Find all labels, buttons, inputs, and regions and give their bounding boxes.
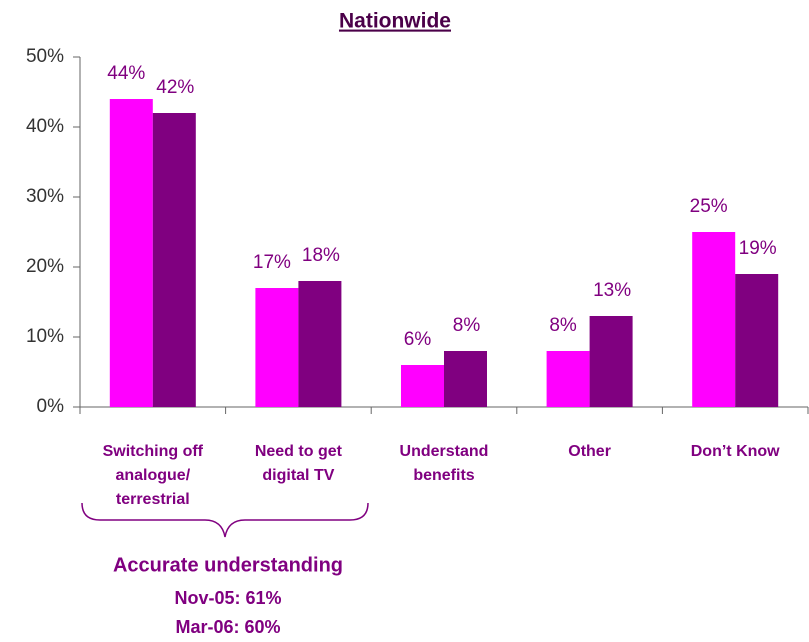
x-tick-label: terrestrial [116,491,190,508]
y-tick-label: 50% [26,46,64,67]
x-tick-label: Switching off [103,443,204,460]
chart-title: Nationwide [339,10,451,33]
y-tick-label: 0% [37,396,65,417]
value-label: 8% [549,315,577,336]
y-tick-label: 30% [26,186,64,207]
y-tick-label: 20% [26,256,64,277]
annotation: Mar-06: 60% [175,617,280,637]
value-label: 25% [690,196,728,217]
bar [255,288,299,407]
x-tick-label: analogue/ [115,467,190,484]
bar [735,274,779,407]
bar [589,316,633,407]
annotation: Nov-05: 61% [174,588,281,608]
bar [444,351,487,407]
x-tick-label: benefits [413,467,474,484]
bar [298,281,342,407]
value-label: 42% [156,77,194,98]
value-label: 19% [739,238,777,259]
brace [81,502,369,538]
bar [401,365,444,407]
annotation: Accurate understanding [113,554,343,576]
y-tick-label: 10% [26,326,64,347]
value-label: 44% [107,63,145,84]
bar [109,99,153,407]
bar [152,113,196,407]
y-tick-label: 40% [26,116,64,137]
bar [692,232,736,407]
bar [546,351,590,407]
x-tick-label: Need to get [255,443,343,460]
value-label: 18% [302,245,340,266]
value-label: 6% [404,329,432,350]
value-label: 17% [253,252,291,273]
x-tick-label: Understand [400,443,489,460]
value-label: 13% [593,280,631,301]
x-tick-label: Don’t Know [691,443,780,460]
value-label: 8% [453,315,481,336]
x-tick-label: Other [568,443,611,460]
x-tick-label: digital TV [262,467,334,484]
